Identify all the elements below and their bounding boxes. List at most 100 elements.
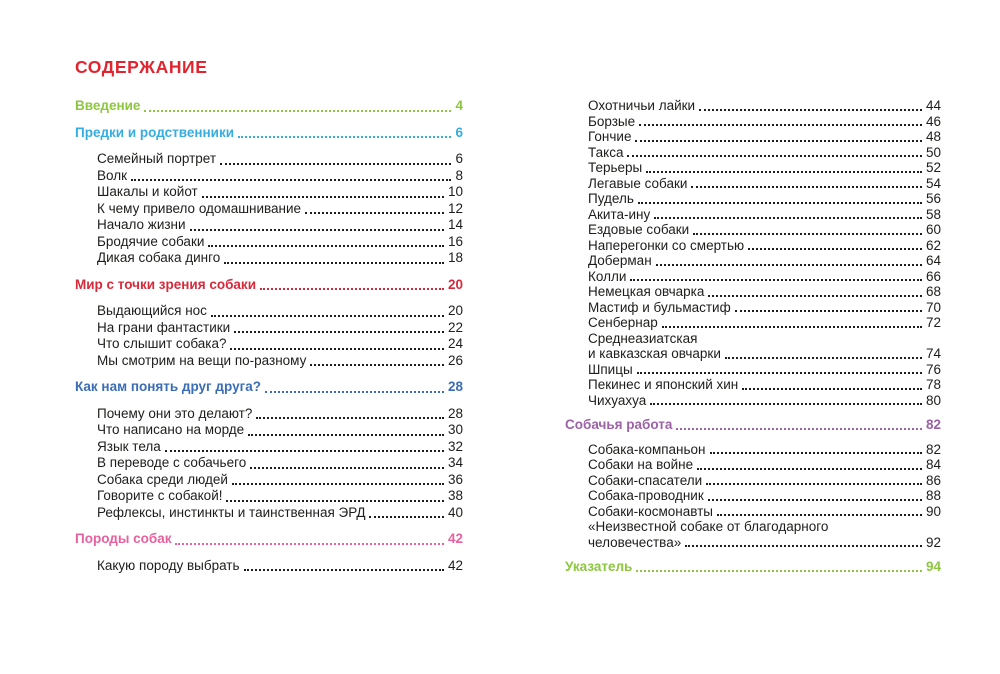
toc-section-heading: Породы собак 42 [75,531,463,548]
page-number: 26 [447,352,463,368]
toc-entry: Собаки на войне 84 [565,457,941,473]
dot-leader [716,504,922,516]
toc-section-heading: Мир с точки зрения собаки 20 [75,277,463,294]
page-number: 70 [925,299,941,315]
dot-leader [201,184,444,198]
toc-entry: Такса 50 [565,145,941,161]
page-number: 72 [925,315,941,330]
toc-entry-label: Среднеазиатская [588,330,698,346]
toc-heading-label: Как нам понять друг друга? [75,379,261,394]
page-number: 34 [447,455,463,470]
page-number: 18 [447,250,463,265]
page-number: 20 [447,276,463,292]
toc-heading-label: Породы собак [75,531,172,546]
toc-entry: Терьеры 52 [565,160,941,176]
page-number: 64 [925,253,941,268]
toc-entry-label: Борзые [588,113,636,129]
toc-entry: Доберман 64 [565,253,941,269]
page-number: 50 [925,144,941,160]
toc-entry: Что слышит собака? 24 [75,336,463,353]
page-number: 74 [925,346,941,361]
dot-leader [734,300,922,312]
toc-entry: Говорите с собакой! 38 [75,488,463,505]
toc-entry: Шпицы 76 [565,362,941,378]
dot-leader [131,168,452,181]
toc-entry: Сенбернар 72 [565,315,941,331]
toc-entry-label: Собаки-спасатели [588,472,703,488]
toc-entry: Дикая собака динго 18 [75,250,463,267]
toc-entry-label: Сенбернар [588,315,658,330]
toc-entry: Начало жизни 14 [75,217,463,234]
page-number: 22 [447,319,463,335]
toc-entry-label: Собаки-космонавты [588,503,713,519]
toc-entry-label: Волк [97,167,127,183]
page-number: 28 [447,379,463,394]
dot-leader [220,151,452,165]
page-number: 48 [925,129,941,144]
dot-leader [226,488,444,502]
dot-leader [248,422,444,436]
page-number: 16 [447,233,463,249]
toc-entry: Что написано на морде 30 [75,422,463,439]
page-number: 14 [447,217,463,232]
toc-entry-label: человечества» [588,534,682,550]
toc-entry-label: Терьеры [588,160,643,175]
toc-entry-label: К чему привело одомашнивание [97,200,302,216]
toc-entry: Собаки-космонавты 90 [565,504,941,520]
page-number: 40 [447,504,463,520]
dot-leader [264,379,444,393]
toc-entry-label: Немецкая овчарка [588,284,705,299]
dot-leader [210,303,444,317]
toc-entry: Немецкая овчарка 68 [565,284,941,300]
dot-leader [708,284,922,297]
dot-leader [230,336,444,350]
page-number: 92 [925,534,941,550]
toc-entry-label: Ездовые собаки [588,222,690,237]
dot-leader [646,160,922,173]
page-number: 24 [447,336,463,351]
toc-entry-label: Выдающийся нос [97,303,207,318]
dot-leader [164,439,444,452]
dot-leader [691,176,922,188]
toc-entry-label: Бродячие собаки [97,233,205,249]
toc-section-heading: Указатель 94 [565,559,941,575]
toc-entry-label: Собака-компаньон [588,441,706,457]
toc-entry-label: и кавказская овчарки [588,346,721,361]
toc-entry-label: Говорите с собакой! [97,488,223,503]
dot-leader [208,234,444,247]
toc-entry: Выдающийся нос 20 [75,303,463,320]
toc-entry-label: Дикая собака динго [97,250,221,265]
toc-entry-label: Собака-проводник [588,488,704,503]
page-number: 62 [925,237,941,253]
dot-leader [636,559,922,572]
dot-leader [693,222,922,235]
toc-column-left: Введение 4 Предки и родственники 6 Семейный … [75,98,463,574]
page-number: 94 [925,559,941,574]
dot-leader [260,277,444,290]
dot-leader [748,238,922,250]
dot-leader [639,114,922,126]
page-number: 36 [447,471,463,487]
toc-entry: Ездовые собаки 60 [565,222,941,238]
toc-entry: Семейный портрет 6 [75,151,463,168]
page-number: 80 [925,392,941,408]
dot-leader [238,125,452,138]
toc-entry: Какую породу выбрать 42 [75,558,463,575]
dot-leader [636,362,922,374]
page-number: 42 [447,531,463,546]
toc-entry: К чему привело одомашнивание 12 [75,201,463,218]
page-number: 4 [455,98,463,113]
toc-entry-label: Рефлексы, инстинкты и таинственная ЭРД [97,504,366,520]
toc-entry: Собаки-спасатели 86 [565,473,941,489]
toc-entry-label: Язык тела [97,438,161,454]
toc-entry: человечества» 92 [565,535,941,551]
toc-entry: Пудель 56 [565,191,941,207]
toc-entry: Мы смотрим на вещи по-разному 26 [75,353,463,370]
dot-leader [661,315,922,328]
toc-entry-label: Охотничьи лайки [588,98,696,113]
dot-leader [250,455,444,469]
dot-leader [310,353,444,366]
dot-leader [676,417,922,430]
page-number: 42 [447,557,463,573]
toc-entry-label: Почему они это делают? [97,405,253,421]
